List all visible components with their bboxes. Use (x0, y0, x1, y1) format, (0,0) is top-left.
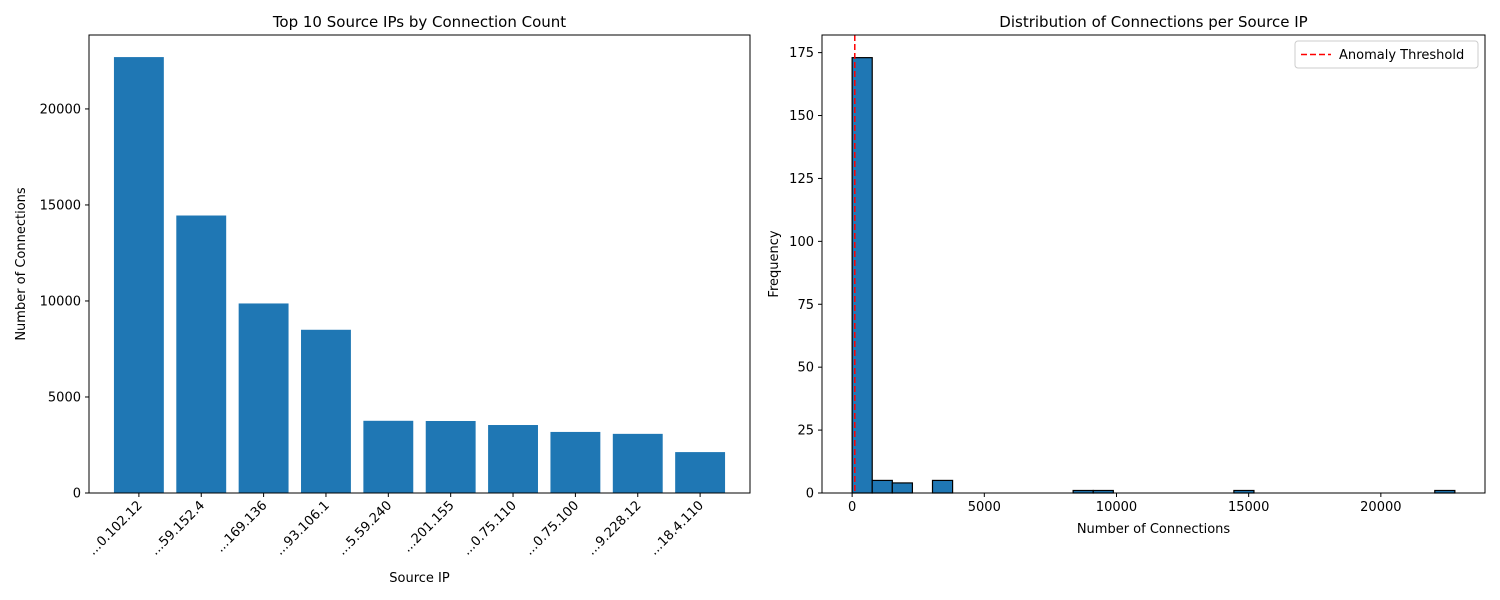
bar (363, 420, 414, 493)
y-tick-label: 125 (789, 172, 814, 187)
x-axis-label: Number of Connections (1077, 522, 1231, 537)
histogram-bar (891, 482, 914, 494)
x-axis-label: Source IP (389, 571, 450, 586)
y-tick-label: 5000 (48, 390, 81, 405)
x-tick-label: 0 (848, 500, 856, 515)
bar (488, 425, 538, 493)
bar (675, 452, 726, 493)
x-tick-label: 10000 (1096, 500, 1137, 515)
y-axis-ticks: 0 5000 10000 15000 20000 (40, 102, 89, 502)
bar (238, 303, 289, 493)
y-tick-label: 150 (789, 109, 814, 124)
y-axis-label: Number of Connections (14, 187, 29, 341)
bar (550, 431, 601, 493)
y-tick-label: 0 (806, 487, 814, 502)
histogram-bars (851, 57, 1456, 494)
y-tick-label: 50 (797, 361, 814, 376)
y-tick-label: 25 (797, 424, 814, 439)
x-axis-ticks: 0 5000 10000 15000 20000 (848, 493, 1402, 515)
y-axis-label: Frequency (767, 230, 782, 297)
legend-threshold-label: Anomaly Threshold (1339, 48, 1464, 63)
bar (425, 420, 476, 493)
y-tick-label: 75 (797, 298, 814, 313)
y-tick-label: 175 (789, 46, 814, 61)
y-tick-label: 10000 (40, 294, 81, 309)
bar (113, 57, 164, 493)
y-tick-label: 100 (789, 235, 814, 250)
x-tick-label: 5000 (968, 500, 1001, 515)
chart-title: Top 10 Source IPs by Connection Count (272, 13, 566, 31)
plot-frame (88, 34, 751, 494)
chart-title: Distribution of Connections per Source I… (999, 13, 1307, 31)
x-tick-label: 15000 (1228, 500, 1269, 515)
plot-frame (821, 34, 1486, 494)
histogram-bar (871, 479, 893, 494)
bar-group (113, 57, 726, 493)
legend-box (1294, 40, 1479, 69)
x-tick-label: 20000 (1360, 500, 1401, 515)
bar (176, 215, 227, 493)
legend: Anomaly Threshold (1294, 40, 1479, 69)
y-tick-label: 20000 (40, 102, 81, 117)
bar (612, 433, 663, 493)
connections-histogram: Distribution of Connections per Source I… (767, 13, 1486, 537)
histogram-bar (931, 479, 954, 494)
y-tick-label: 15000 (40, 198, 81, 213)
y-tick-label: 0 (73, 487, 81, 502)
bar (301, 329, 351, 493)
y-axis-ticks: 0 25 50 75 100 125 150 175 (789, 46, 822, 502)
